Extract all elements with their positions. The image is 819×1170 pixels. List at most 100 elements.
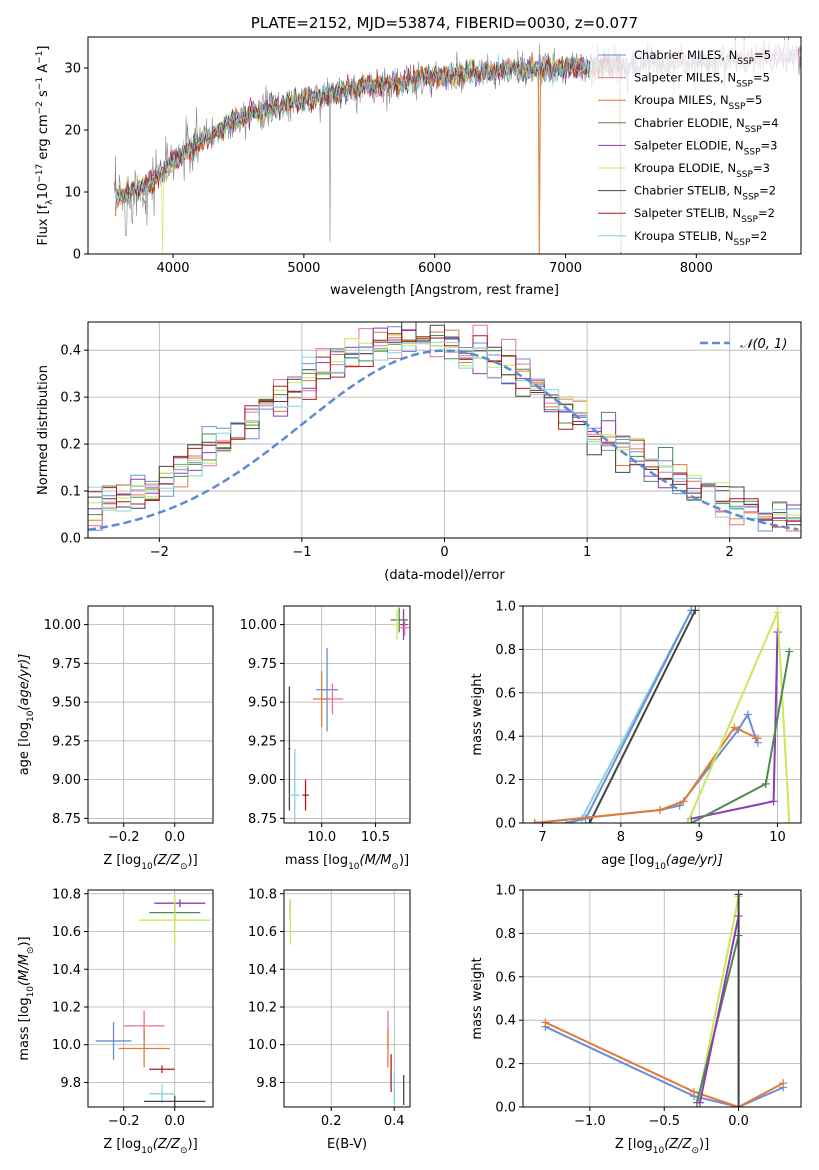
mass-vs-EBV-xtick-label: 0.2 bbox=[321, 1114, 342, 1129]
mass-vs-Z-xtick-label: 0.0 bbox=[164, 1114, 185, 1129]
weight-line bbox=[534, 726, 759, 823]
spectrum-xtick-label: 7000 bbox=[549, 261, 582, 276]
weight-marker bbox=[734, 1103, 743, 1107]
massweight-vs-Z-ytick-label: 0.0 bbox=[495, 1101, 516, 1116]
hist-xlabel: (data-model)/error bbox=[384, 568, 505, 583]
massweight-vs-age-xtick-label: 10 bbox=[769, 830, 786, 845]
spectrum-xtick-label: 4000 bbox=[156, 261, 189, 276]
legend-entry-part: =5 bbox=[753, 71, 770, 85]
age-vs-Z-xtick-label: −0.2 bbox=[108, 830, 140, 845]
mass-vs-EBV-xlabel: E(B-V) bbox=[327, 1137, 367, 1152]
legend-entry-part: =2 bbox=[750, 229, 767, 243]
mass-vs-EBV-ytick-label: 9.8 bbox=[256, 1076, 277, 1091]
mass-vs-Z-ylabel-part: ⊙ bbox=[26, 947, 36, 955]
massweight-vs-Z-xtick-label: 0.0 bbox=[728, 1114, 749, 1129]
spectrum-ylabel-part: A bbox=[36, 64, 51, 77]
weight-line bbox=[544, 1025, 784, 1107]
weight-marker bbox=[769, 797, 778, 806]
spectrum-ylabel: Flux [fλ10−17 erg cm−2 s−1 A−1] bbox=[35, 46, 55, 246]
age-vs-mass-xlabel: mass [log10(M/M⊙)] bbox=[285, 853, 409, 872]
weight-marker bbox=[656, 805, 665, 814]
massweight-vs-Z-frame bbox=[522, 889, 802, 1108]
massweight-vs-age-xtick-label: 7 bbox=[538, 830, 546, 845]
spectrum-model-line bbox=[115, 54, 621, 211]
weight-marker bbox=[695, 1098, 704, 1107]
age-vs-mass-xlabel-part: mass [log bbox=[285, 853, 348, 868]
weight-marker bbox=[691, 606, 700, 615]
spectrum-ylabel-part: 10 bbox=[36, 183, 51, 200]
massweight-vs-age-ytick-label: 0.8 bbox=[495, 643, 516, 658]
spectrum-ylabel-part: −2 bbox=[35, 101, 45, 114]
spectrum-ylabel-part: λ bbox=[45, 199, 55, 205]
mass-vs-EBV-plot bbox=[289, 899, 405, 1106]
weight-marker bbox=[689, 1087, 698, 1096]
massweight-vs-age-ytick-label: 0.0 bbox=[495, 817, 516, 832]
legend-entry-part: SSP bbox=[734, 238, 751, 248]
spectrum-ylabel-part: −17 bbox=[35, 164, 45, 183]
massweight-vs-age-ylabel: mass weight bbox=[470, 673, 485, 755]
spectrum-title: PLATE=2152, MJD=53874, FIBERID=0030, z=0… bbox=[251, 14, 638, 32]
weight-line bbox=[698, 915, 740, 1103]
age-vs-mass-xlabel-part: 10 bbox=[348, 862, 360, 872]
age-vs-mass-ytick-label: 9.25 bbox=[248, 734, 277, 749]
spectrum-ytick-label: 20 bbox=[64, 124, 81, 139]
weight-line bbox=[764, 651, 791, 785]
weight-marker bbox=[743, 710, 752, 719]
spectrum-xlabel: wavelength [Angstrom, rest frame] bbox=[330, 283, 559, 298]
weight-line bbox=[588, 609, 697, 823]
massweight-vs-age-xlabel-part: age [log bbox=[601, 853, 654, 868]
age-vs-mass-xlabel-part: ⊙ bbox=[391, 862, 399, 872]
age-vs-mass-ytick-label: 10.00 bbox=[240, 618, 277, 633]
mass-vs-Z-xlabel-part: (Z/Z bbox=[153, 1137, 181, 1152]
legend-entry: Chabrier MILES, NSSP=5 bbox=[634, 48, 771, 67]
legend-entry-part: SSP bbox=[737, 57, 754, 67]
mass-vs-Z-xlabel: Z [log10(Z/Z⊙)] bbox=[103, 1137, 197, 1156]
massweight-vs-Z-ytick-label: 0.8 bbox=[495, 927, 516, 942]
massweight-vs-age-xlabel: age [log10(age/yr)] bbox=[601, 853, 723, 872]
massweight-vs-age-xlabel-part: 10 bbox=[654, 862, 666, 872]
mass-vs-EBV-xtick-label: 0.4 bbox=[384, 1114, 405, 1129]
massweight-vs-age-xtick-label: 8 bbox=[617, 830, 625, 845]
weight-marker bbox=[683, 819, 692, 823]
hist-ytick-label: 0.0 bbox=[60, 532, 81, 547]
spectrum-ytick-label: 0 bbox=[73, 248, 81, 263]
weight-marker bbox=[687, 819, 696, 823]
age-vs-mass-xtick-label: 10.5 bbox=[361, 830, 390, 845]
massweight-vs-age-plot bbox=[530, 606, 794, 823]
age-vs-Z-xlabel: Z [log10(Z/Z⊙)] bbox=[103, 853, 197, 872]
age-vs-mass-xlabel-part: )] bbox=[399, 853, 409, 868]
legend-entry-part: SSP bbox=[729, 102, 746, 112]
mass-vs-Z-ylabel-part: )] bbox=[17, 936, 32, 946]
mass-vs-EBV-ytick-label: 10.0 bbox=[248, 1038, 277, 1053]
mass-vs-Z-ylabel-part: mass [log bbox=[17, 997, 32, 1060]
hist-xtick-label: 0 bbox=[440, 545, 448, 560]
age-vs-Z-ytick-label: 9.25 bbox=[52, 734, 81, 749]
mass-vs-Z-ytick-label: 10.2 bbox=[52, 1000, 81, 1015]
massweight-vs-Z-ytick-label: 1.0 bbox=[495, 884, 516, 899]
hist-frame bbox=[87, 321, 802, 539]
age-vs-mass-frame bbox=[283, 605, 411, 824]
mass-vs-Z-frame bbox=[87, 889, 214, 1108]
weight-line bbox=[690, 783, 767, 823]
massweight-vs-Z-ytick-label: 0.2 bbox=[495, 1057, 516, 1072]
spectrum-xtick-label: 8000 bbox=[680, 261, 713, 276]
massweight-vs-age-frame bbox=[522, 605, 802, 824]
legend-entry-part: SSP bbox=[742, 193, 759, 203]
massweight-vs-Z-ytick-label: 0.4 bbox=[495, 1014, 516, 1029]
massweight-vs-Z-xlabel-part: )] bbox=[699, 1137, 709, 1152]
weight-line bbox=[565, 609, 693, 823]
mass-vs-Z-xlabel-part: )] bbox=[188, 1137, 198, 1152]
hist-legend-label: 𝒩(0, 1) bbox=[740, 337, 787, 352]
weight-line bbox=[565, 609, 693, 823]
legend-entry-part: Kroupa STELIB, N bbox=[634, 229, 734, 243]
hist-series-step bbox=[88, 322, 801, 538]
age-vs-Z-ylabel-part: age [log bbox=[17, 722, 32, 775]
spectrum-model-line bbox=[115, 54, 621, 202]
massweight-vs-age-xtick-label: 9 bbox=[695, 830, 703, 845]
mass-vs-EBV-ytick-label: 10.2 bbox=[248, 1000, 277, 1015]
legend-entry: Kroupa MILES, NSSP=5 bbox=[634, 93, 762, 112]
mass-vs-Z-ylabel: mass [log10(M/M⊙)] bbox=[17, 936, 36, 1060]
legend-entry-part: =3 bbox=[753, 161, 770, 175]
mass-vs-Z-ytick-label: 10.8 bbox=[52, 887, 81, 902]
hist-xtick-label: −1 bbox=[292, 545, 311, 560]
